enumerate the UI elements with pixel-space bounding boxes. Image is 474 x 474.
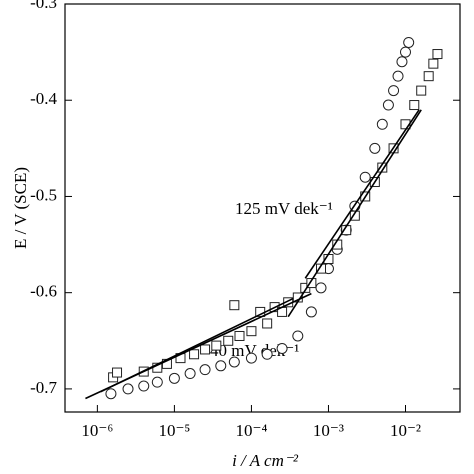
x-tick-label: 10⁻³ xyxy=(313,421,344,440)
circle-point xyxy=(359,171,371,183)
square-point xyxy=(306,278,317,289)
y-tick-label: -0.3 xyxy=(30,0,57,12)
fit-line xyxy=(287,109,422,318)
square-point xyxy=(246,326,257,337)
circle-point xyxy=(376,118,388,130)
circle-point xyxy=(168,372,180,384)
square-point xyxy=(315,263,326,274)
square-point xyxy=(428,58,439,69)
circle-point xyxy=(399,46,411,58)
circle-point xyxy=(105,388,117,400)
square-point xyxy=(409,100,420,111)
plot-frame xyxy=(64,3,461,413)
y-tick-label: -0.5 xyxy=(30,185,57,204)
square-point xyxy=(234,330,245,341)
x-tick-label: 10⁻⁵ xyxy=(158,421,190,440)
circle-point xyxy=(305,306,317,318)
circle-point xyxy=(151,376,163,388)
x-tick-label: 10⁻⁶ xyxy=(81,421,113,440)
circle-point xyxy=(261,348,273,360)
x-tick-label: 10⁻⁴ xyxy=(235,421,267,440)
annotation: 125 mV dek⁻¹ xyxy=(235,199,333,218)
circle-point xyxy=(245,352,257,364)
square-point xyxy=(416,85,427,96)
circle-point xyxy=(382,99,394,111)
square-point xyxy=(200,344,211,355)
square-point xyxy=(189,349,200,360)
circle-point xyxy=(184,368,196,380)
square-point xyxy=(229,300,240,311)
circle-point xyxy=(396,56,408,68)
circle-point xyxy=(292,330,304,342)
circle-point xyxy=(199,364,211,376)
circle-point xyxy=(215,360,227,372)
fit-line xyxy=(100,297,294,393)
fit-line xyxy=(304,109,420,279)
circle-point xyxy=(369,142,381,154)
y-tick-label: -0.4 xyxy=(30,89,57,108)
y-tick-label: -0.7 xyxy=(30,378,57,397)
circle-point xyxy=(392,70,404,82)
square-point xyxy=(423,71,434,82)
x-tick-label: 10⁻² xyxy=(390,421,421,440)
circle-point xyxy=(228,356,240,368)
circle-point xyxy=(138,380,150,392)
square-point xyxy=(432,49,443,60)
square-point xyxy=(262,318,273,329)
square-point xyxy=(349,210,360,221)
circle-point xyxy=(122,383,134,395)
square-point xyxy=(211,340,222,351)
x-axis-label: i / A cm⁻² xyxy=(232,451,299,470)
circle-point xyxy=(403,36,415,48)
y-axis-label: E / V (SCE) xyxy=(11,167,30,249)
square-point xyxy=(112,367,123,378)
circle-point xyxy=(276,342,288,354)
y-tick-label: -0.6 xyxy=(30,282,57,301)
circle-point xyxy=(388,85,400,97)
square-point xyxy=(223,335,234,346)
circle-point xyxy=(315,282,327,294)
